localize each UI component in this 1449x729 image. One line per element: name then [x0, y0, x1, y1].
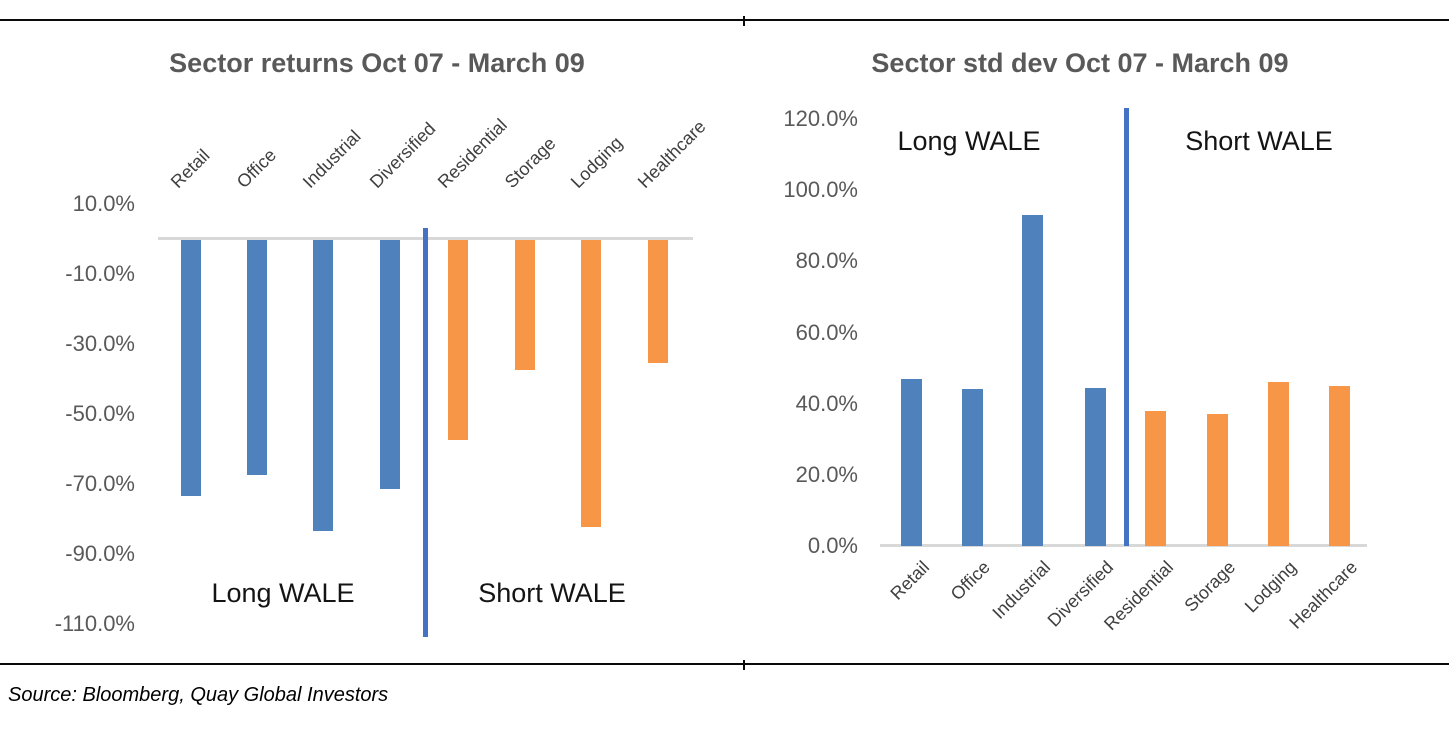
panel-divider-tick-top [743, 16, 745, 26]
chart-stddev-title: Sector std dev Oct 07 - March 09 [871, 48, 1289, 78]
ytick-label: -110.0% [54, 611, 135, 636]
category-label-office: Office [232, 144, 281, 192]
panel-divider-tick-bottom [743, 660, 745, 670]
category-label-retail: Retail [886, 557, 934, 604]
ytick-label: -70.0% [65, 471, 135, 496]
ytick-label: -10.0% [65, 261, 135, 286]
chart-stddev-wale-divider-line [1124, 108, 1129, 546]
ytick-label: 120.0% [783, 106, 858, 131]
category-label-industrial: Industrial [988, 557, 1055, 623]
category-label-storage: Storage [500, 133, 560, 192]
bar-industrial [313, 240, 333, 531]
bar-retail [181, 240, 201, 496]
category-label-industrial: Industrial [298, 126, 365, 192]
ytick-label: 60.0% [795, 320, 858, 345]
category-label-storage: Storage [1180, 557, 1240, 616]
bar-office [962, 389, 983, 546]
ytick-label: -30.0% [65, 331, 135, 356]
ytick-label: 40.0% [795, 391, 858, 416]
top-border-rule [0, 19, 1449, 21]
category-label-residential: Residential [433, 114, 511, 192]
ytick-label: 80.0% [795, 248, 858, 273]
chart-returns-long-wale-label: Long WALE [211, 578, 355, 608]
chart-stddev-short-wale-label: Short WALE [1185, 126, 1333, 156]
ytick-label: 100.0% [783, 177, 858, 202]
chart-returns-wale-divider-line [423, 228, 428, 637]
ytick-label: 20.0% [795, 462, 858, 487]
category-label-lodging: Lodging [1240, 557, 1301, 617]
bottom-border-rule [0, 663, 1449, 665]
category-label-retail: Retail [166, 145, 214, 192]
category-label-office: Office [946, 557, 995, 605]
bar-lodging [1268, 382, 1289, 546]
chart-returns-title: Sector returns Oct 07 - March 09 [169, 48, 585, 78]
bar-diversified [1085, 388, 1106, 546]
bar-diversified [380, 240, 400, 489]
source-note: Source: Bloomberg, Quay Global Investors [8, 684, 389, 706]
bar-healthcare [1329, 386, 1350, 546]
bar-storage [515, 240, 535, 370]
bar-industrial [1022, 215, 1043, 546]
category-label-healthcare: Healthcare [633, 116, 710, 192]
bar-residential [448, 240, 468, 440]
chart-stddev-long-wale-label: Long WALE [897, 126, 1041, 156]
bar-retail [901, 379, 922, 546]
bar-residential [1145, 411, 1166, 546]
bar-lodging [581, 240, 601, 527]
bar-storage [1207, 414, 1228, 546]
ytick-label: -50.0% [65, 401, 135, 426]
chart-returns-short-wale-label: Short WALE [478, 578, 626, 608]
bar-healthcare [648, 240, 668, 363]
chart-stddev-zero-axis-line [880, 544, 1367, 547]
category-label-lodging: Lodging [566, 132, 627, 192]
ytick-label: -90.0% [65, 541, 135, 566]
category-label-diversified: Diversified [365, 118, 440, 192]
ytick-label: 10.0% [72, 191, 135, 216]
bar-office [247, 240, 267, 475]
ytick-label: 0.0% [807, 533, 858, 558]
